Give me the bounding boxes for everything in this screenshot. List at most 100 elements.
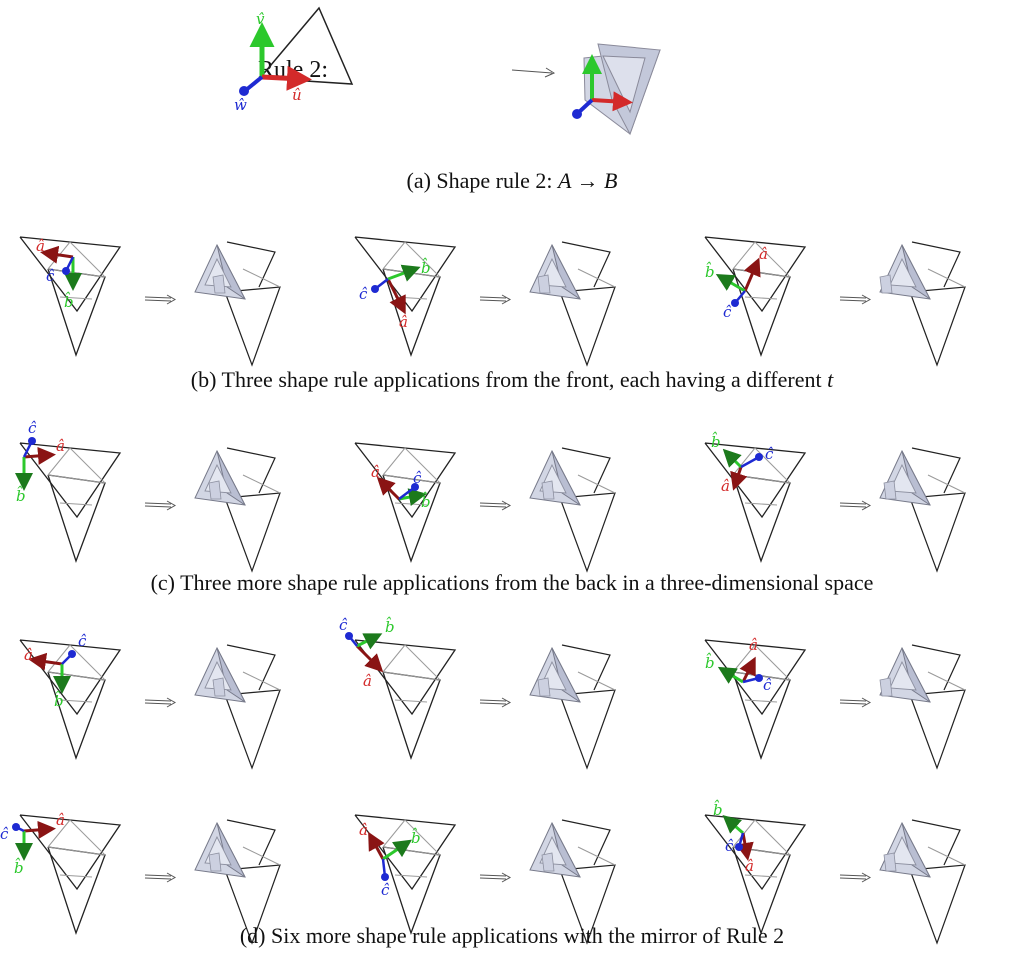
frame-b-arrow xyxy=(717,666,744,684)
grid-inner-edge xyxy=(744,699,778,703)
result-grid-edge xyxy=(561,819,611,866)
result-grid-edge xyxy=(577,474,616,494)
grid-upper-triangle xyxy=(704,814,807,891)
apply-arrow-line xyxy=(839,877,867,880)
application-11: â b̂ ĉ xyxy=(354,814,616,945)
caption-d: (d) Six more shape rule applications wit… xyxy=(240,923,784,948)
grid-inner-edge xyxy=(732,241,756,270)
apply-arrow-line xyxy=(144,874,172,877)
caption-b-text: (b) Three shape rule applications from t… xyxy=(191,367,827,392)
result-grid-edge xyxy=(242,474,281,494)
frame-b-arrow xyxy=(356,633,383,650)
grid-inner-edge xyxy=(382,819,406,848)
caption-a-text: (a) Shape rule 2: xyxy=(407,168,559,193)
frame-b-label: b̂ xyxy=(14,858,24,877)
grid-inner-edge xyxy=(382,474,441,484)
frame-a-arrow xyxy=(23,820,56,839)
apply-arrow-head xyxy=(861,500,872,511)
applications: âb̂ĉâb̂ĉâb̂ĉâb̂ĉâb̂ĉ âb̂ĉâb̂ĉâb̂ĉâb̂ĉâb̂ĉ… xyxy=(0,236,966,945)
result-grid-edge xyxy=(226,241,276,288)
grid-upper-triangle xyxy=(704,236,807,313)
frame-a-arrow xyxy=(386,278,406,315)
frame-c-label: ĉ xyxy=(339,616,348,634)
pyramid-face xyxy=(551,450,581,506)
apply-arrow-head xyxy=(861,872,872,883)
grid-inner-edge xyxy=(69,819,106,856)
result-grid-edge xyxy=(242,846,281,866)
result-grid-edge xyxy=(911,241,961,288)
frame-c-tip xyxy=(371,285,379,293)
axis-w-tip xyxy=(239,86,249,96)
apply-arrow-line xyxy=(479,299,507,302)
result-grid-edge xyxy=(224,689,281,770)
frame-b-label: b̂ xyxy=(713,800,723,819)
pyramid-notch xyxy=(879,677,893,697)
application-6: â b̂ ĉ xyxy=(704,432,966,573)
frame-b-label: b̂ xyxy=(64,292,74,311)
result-grid-edge xyxy=(909,286,966,367)
caption-b: (b) Three shape rule applications from t… xyxy=(191,367,834,392)
grid-inner-edge xyxy=(754,819,791,856)
frame-b-arrow xyxy=(398,488,427,507)
apply-arrow-head xyxy=(501,294,512,305)
frame-b-arrow xyxy=(715,273,746,293)
frame-a-arrow xyxy=(23,446,56,465)
grid-inner-edge xyxy=(47,819,71,848)
apply-arrow-line xyxy=(479,296,507,299)
result-grid-edge xyxy=(559,689,616,770)
frame-c-label: ĉ xyxy=(381,881,390,899)
frame-c-tip xyxy=(28,437,36,445)
apply-arrow-head xyxy=(861,697,872,708)
result-grid-edge xyxy=(927,846,966,866)
frame-a-label: â xyxy=(371,463,380,481)
result-grid-edge xyxy=(224,492,281,573)
grid-inner-edge xyxy=(47,268,106,278)
apply-arrow-head xyxy=(501,697,512,708)
rule-arrow xyxy=(511,67,556,78)
pyramid-face xyxy=(216,450,246,506)
grid-inner-edge xyxy=(744,874,778,878)
grid-inner-edge xyxy=(394,296,428,300)
pyramid-face xyxy=(216,647,246,703)
frame-a-arrow xyxy=(735,832,754,861)
grid-inner-edge xyxy=(47,474,106,484)
frame-a-label: â xyxy=(36,237,45,255)
grid-inner-edge xyxy=(732,447,756,476)
caption-a: (a) Shape rule 2: A → B xyxy=(407,168,618,193)
apply-arrow-line xyxy=(144,502,172,505)
result-grid-edge xyxy=(224,864,281,945)
frame-a-arrow xyxy=(730,466,748,491)
frame-c-label: ĉ xyxy=(0,825,9,843)
apply-arrow-line xyxy=(479,874,507,877)
application-8: â b̂ ĉ xyxy=(339,616,616,770)
grid-inner-edge xyxy=(59,874,93,878)
pyramid-notch xyxy=(212,274,226,294)
result-grid-edge xyxy=(226,644,276,691)
frame-a-arrow xyxy=(376,476,401,501)
frame-b-label: b̂ xyxy=(705,653,715,672)
pyramid-face xyxy=(901,647,931,703)
grid-upper-triangle xyxy=(354,814,457,891)
apply-arrow-line xyxy=(479,877,507,880)
result-grid-edge xyxy=(559,864,616,945)
result-grid-edge xyxy=(909,492,966,573)
apply-arrow-line xyxy=(839,874,867,877)
result-grid-edge xyxy=(577,268,616,288)
result-grid-edge xyxy=(242,671,281,691)
axis-v-label: v̂ xyxy=(256,10,265,28)
axis-w-arrow xyxy=(244,75,264,92)
grid-upper-triangle xyxy=(19,442,122,519)
apply-arrow-line xyxy=(144,702,172,705)
grid-upper-triangle xyxy=(354,442,457,519)
frame-b-arrow xyxy=(722,815,744,835)
apply-arrow-line xyxy=(839,299,867,302)
rule-rhs-shape xyxy=(572,43,661,136)
result-grid-edge xyxy=(927,268,966,288)
grid-inner-edge xyxy=(394,874,428,878)
pyramid-notch xyxy=(883,480,897,500)
pyramid-notch xyxy=(208,480,222,500)
frame-b-label: b̂ xyxy=(421,492,431,511)
grid-inner-edge xyxy=(47,447,71,476)
result-grid-edge xyxy=(224,286,281,367)
